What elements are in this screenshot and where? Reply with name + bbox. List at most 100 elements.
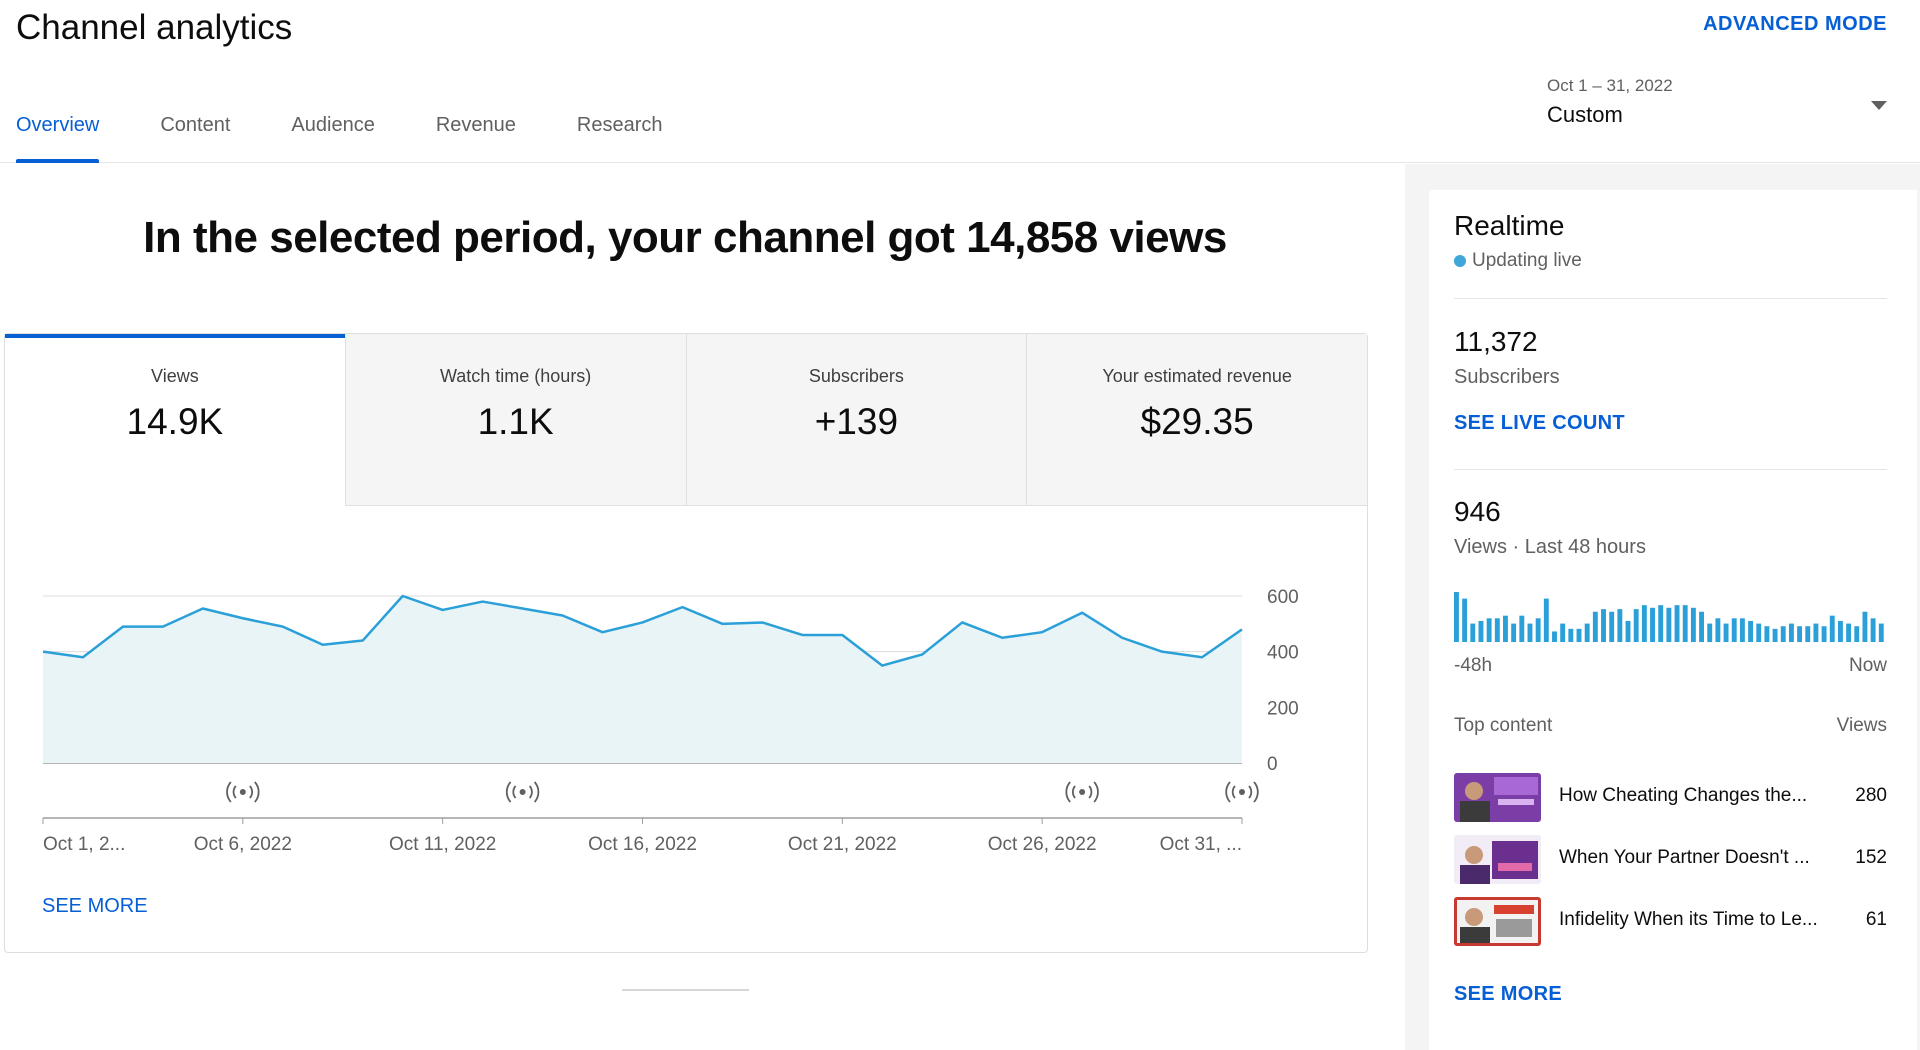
realtime-bar [1707, 623, 1713, 642]
metric-label: Your estimated revenue [1102, 366, 1292, 386]
realtime-status: Updating live [1454, 250, 1582, 272]
realtime-bar [1601, 609, 1606, 642]
realtime-bar [1878, 623, 1884, 642]
realtime-bar [1486, 618, 1492, 642]
tab-content[interactable]: Content [160, 114, 231, 136]
metric-label: Views [151, 366, 199, 386]
realtime-bar [1552, 631, 1557, 642]
live-broadcast-icon[interactable] [505, 781, 540, 803]
period-summary-headline: In the selected period, your channel got… [143, 213, 1227, 262]
metric-value: 14.9K [126, 401, 224, 442]
live-dot-icon [1454, 255, 1466, 267]
tab-overview[interactable]: Overview [16, 100, 100, 163]
top-content-row[interactable]: How Cheating Changes the... 280 [1454, 773, 1887, 823]
realtime-views-value: 946 [1454, 496, 1501, 527]
date-range-picker[interactable]: Oct 1 – 31, 2022 Custom [1547, 76, 1889, 140]
metric-tab-subscribers[interactable]: Subscribers +139 [685, 334, 1027, 506]
realtime-views-label: Views · Last 48 hours [1454, 536, 1646, 558]
date-range-text: Oct 1 – 31, 2022 [1547, 76, 1673, 95]
realtime-bar [1837, 620, 1843, 642]
realtime-views-bar-chart[interactable] [1454, 588, 1887, 642]
mini-axis-end: Now [1848, 655, 1887, 676]
top-content-views: 280 [1855, 785, 1887, 806]
x-tick-label: Oct 31, ... [1160, 834, 1242, 855]
see-live-count-button[interactable]: SEE LIVE COUNT [1454, 412, 1625, 434]
overview-card: Views 14.9K Watch time (hours) 1.1K Subs… [4, 333, 1368, 953]
advanced-mode-button[interactable]: ADVANCED MODE [1703, 13, 1887, 35]
realtime-bar [1543, 598, 1549, 642]
metric-tab-watch-time[interactable]: Watch time (hours) 1.1K [344, 334, 686, 506]
carousel-indicator [622, 989, 749, 991]
page-title: Channel analytics [16, 8, 293, 47]
realtime-title: Realtime [1454, 210, 1565, 241]
realtime-bar [1568, 628, 1574, 642]
video-thumbnail [1454, 897, 1541, 946]
realtime-bar [1780, 626, 1786, 642]
divider [1454, 298, 1887, 299]
realtime-bar [1723, 623, 1729, 642]
realtime-bar [1625, 620, 1631, 642]
metric-tab-revenue[interactable]: Your estimated revenue $29.35 [1026, 334, 1367, 506]
video-thumbnail [1454, 835, 1541, 884]
realtime-bar [1592, 611, 1598, 642]
realtime-bar [1682, 605, 1688, 642]
top-content-views: 152 [1855, 847, 1887, 868]
realtime-bar [1650, 607, 1655, 642]
realtime-bar [1617, 609, 1623, 642]
top-content-title: How Cheating Changes the... [1559, 785, 1808, 806]
y-tick-label: 600 [1267, 587, 1299, 608]
realtime-bar [1470, 623, 1476, 642]
series-line [42, 594, 1243, 667]
realtime-bar [1494, 618, 1500, 642]
realtime-bar [1511, 623, 1517, 642]
see-more-button[interactable]: SEE MORE [42, 895, 148, 917]
realtime-bar [1870, 618, 1876, 642]
top-content-title: When Your Partner Doesn't ... [1559, 847, 1810, 868]
y-tick-label: 0 [1267, 754, 1278, 775]
realtime-bar [1797, 626, 1803, 642]
realtime-see-more-button[interactable]: SEE MORE [1454, 983, 1562, 1005]
realtime-bar [1739, 618, 1745, 642]
live-broadcast-icon[interactable] [1225, 781, 1259, 803]
realtime-bar [1584, 623, 1590, 642]
live-broadcast-icon[interactable] [1065, 781, 1099, 803]
divider [1454, 469, 1887, 470]
realtime-bar [1609, 611, 1615, 642]
realtime-bar [1854, 626, 1860, 642]
tab-research[interactable]: Research [576, 114, 663, 136]
top-content-row[interactable]: When Your Partner Doesn't ... 152 [1454, 835, 1887, 885]
realtime-bar [1519, 615, 1525, 642]
tab-revenue[interactable]: Revenue [435, 114, 516, 136]
metric-value: 1.1K [477, 401, 554, 442]
realtime-bar [1731, 618, 1737, 642]
realtime-bar [1805, 626, 1811, 642]
mini-axis-start: -48h [1454, 655, 1493, 676]
realtime-bar [1674, 605, 1680, 642]
top-content-title: Infidelity When its Time to Le... [1559, 909, 1818, 930]
metric-tab-views[interactable]: Views 14.9K [5, 334, 345, 506]
top-content-row[interactable]: Infidelity When its Time to Le... 61 [1454, 897, 1887, 947]
realtime-status-text: Updating live [1472, 250, 1582, 271]
realtime-bar [1772, 628, 1778, 642]
metric-label: Subscribers [808, 366, 904, 386]
realtime-bar [1690, 607, 1696, 642]
realtime-bar [1503, 615, 1508, 642]
top-content-views-label: Views [1836, 715, 1887, 736]
views-line-chart[interactable]: 600 400 200 0 Oct 1, 2... Oct 6, 2022 Oct 11, … [5, 506, 1367, 886]
realtime-bar [1813, 623, 1819, 642]
tab-audience[interactable]: Audience [291, 114, 375, 136]
y-tick-label: 400 [1267, 643, 1299, 664]
realtime-bar [1715, 618, 1721, 642]
x-tick-label: Oct 26, 2022 [988, 834, 1097, 855]
realtime-bar [1535, 618, 1541, 642]
realtime-bar [1576, 628, 1582, 642]
video-thumbnail [1454, 773, 1541, 822]
realtime-bar [1633, 609, 1639, 642]
realtime-bar [1658, 605, 1664, 642]
date-preset-text: Custom [1547, 102, 1623, 127]
metric-value: $29.35 [1140, 401, 1254, 442]
live-broadcast-icon[interactable] [226, 781, 260, 803]
y-tick-label: 200 [1267, 698, 1299, 719]
dropdown-caret-icon [1871, 101, 1887, 110]
realtime-card: Realtime Updating live 11,372 Subscriber… [1429, 190, 1917, 1050]
